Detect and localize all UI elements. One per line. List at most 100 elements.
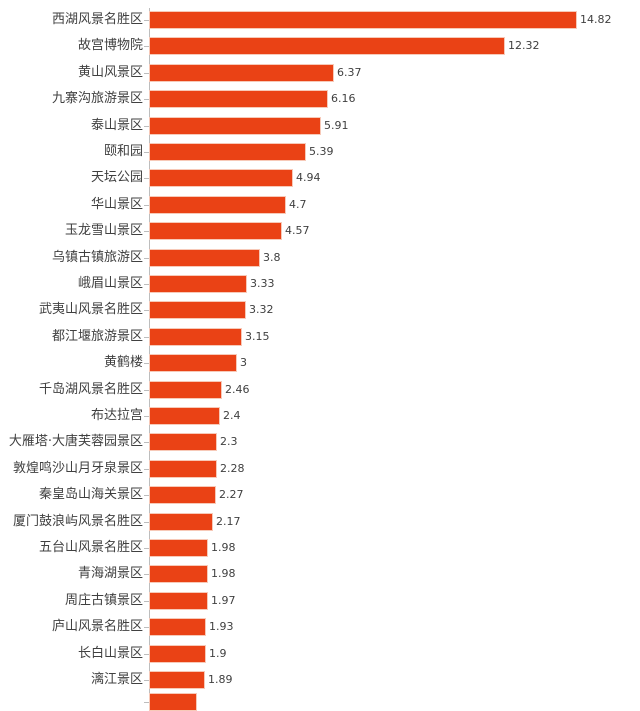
bar [150,646,205,662]
category-label: 九寨沟旅游景区 [51,91,143,106]
bar-row: 漓江景区 1.89 [0,671,640,689]
axis-tick [144,46,149,47]
axis-tick [144,258,149,259]
bar [150,91,327,107]
bar [150,223,281,239]
bar [150,672,204,688]
bar [150,408,219,424]
axis-tick [144,126,149,127]
value-label: 2.46 [225,383,250,396]
value-label: 1.97 [211,594,236,607]
axis-tick [144,99,149,100]
bar [150,65,333,81]
bar-row: 峨眉山景区 3.33 [0,275,640,293]
axis-tick [144,548,149,549]
bar [150,540,207,556]
bar [150,434,216,450]
value-label: 12.32 [508,39,540,52]
axis-tick [144,442,149,443]
value-label: 1.98 [211,541,236,554]
bar [150,197,285,213]
axis-tick [144,574,149,575]
value-label: 4.7 [289,198,307,211]
bar-row: 长白山景区 1.9 [0,645,640,663]
axis-tick [144,231,149,232]
value-label: 6.37 [337,66,362,79]
value-label: 3 [240,356,247,369]
axis-tick [144,205,149,206]
category-label: 五台山风景名胜区 [38,540,143,555]
bar [150,302,245,318]
category-label: 武夷山风景名胜区 [38,302,143,317]
axis-tick [144,178,149,179]
category-label: 华山景区 [90,197,143,212]
axis-tick [144,20,149,21]
bar-row: 敦煌鸣沙山月牙泉景区 2.28 [0,460,640,478]
bar-row: 泰山景区 5.91 [0,117,640,135]
category-label: 大雁塔·大唐芙蓉园景区 [8,434,143,449]
axis-tick [144,284,149,285]
bar-row: 布达拉宫 2.4 [0,407,640,425]
category-label: 玉龙雪山景区 [64,223,143,238]
category-label: 黄鹤楼 [103,355,143,370]
bar [150,329,241,345]
value-label: 1.93 [209,620,234,633]
axis-tick [144,702,149,703]
category-label: 厦门鼓浪屿风景名胜区 [12,514,143,529]
axis-tick [144,416,149,417]
axis-tick [144,601,149,602]
bar-row: 黄鹤楼 3 [0,354,640,372]
bar-row: 大雁塔·大唐芙蓉园景区 2.3 [0,433,640,451]
bar-row: 天坛公园 4.94 [0,169,640,187]
category-label: 都江堰旅游景区 [51,329,143,344]
bar-row: 武夷山风景名胜区 3.32 [0,301,640,319]
value-label: 1.98 [211,567,236,580]
bar-row: 青海湖景区 1.98 [0,565,640,583]
value-label: 2.28 [220,462,245,475]
value-label: 3.33 [250,277,275,290]
value-label: 3.15 [245,330,270,343]
value-label: 5.91 [324,119,349,132]
bar-row: 玉龙雪山景区 4.57 [0,222,640,240]
axis-tick [144,152,149,153]
value-label: 4.57 [285,224,310,237]
value-label: 2.27 [219,488,244,501]
bar-row: 颐和园 5.39 [0,143,640,161]
axis-tick [144,654,149,655]
category-label: 庐山风景名胜区 [51,619,143,634]
category-label: 漓江景区 [90,672,143,687]
value-label: 2.3 [220,435,238,448]
bar-row: 故宫博物院 12.32 [0,37,640,55]
bar [150,593,207,609]
bar-row: 都江堰旅游景区 3.15 [0,328,640,346]
category-label: 秦皇岛山海关景区 [38,487,143,502]
category-label: 长白山景区 [77,646,143,661]
bar-row-partial [0,693,640,711]
category-label: 西湖风景名胜区 [51,12,143,27]
axis-tick [144,469,149,470]
axis-tick [144,680,149,681]
bar-row: 西湖风景名胜区 14.82 [0,11,640,29]
bar [150,144,305,160]
category-label: 泰山景区 [90,118,143,133]
bar-row: 五台山风景名胜区 1.98 [0,539,640,557]
category-label: 敦煌鸣沙山月牙泉景区 [12,461,143,476]
axis-tick [144,627,149,628]
bar-row: 乌镇古镇旅游区 3.8 [0,249,640,267]
axis-tick [144,363,149,364]
bar-partial [150,694,196,710]
bar-row: 秦皇岛山海关景区 2.27 [0,486,640,504]
bar [150,461,216,477]
bar-row: 华山景区 4.7 [0,196,640,214]
value-label: 2.4 [223,409,241,422]
bar [150,487,215,503]
bar [150,250,259,266]
category-label: 青海湖景区 [77,566,143,581]
category-label: 天坛公园 [90,170,143,185]
category-label: 布达拉宫 [90,408,143,423]
bar-row: 厦门鼓浪屿风景名胜区 2.17 [0,513,640,531]
value-label: 1.89 [208,673,233,686]
value-label: 2.17 [216,515,241,528]
bar-row: 千岛湖风景名胜区 2.46 [0,381,640,399]
